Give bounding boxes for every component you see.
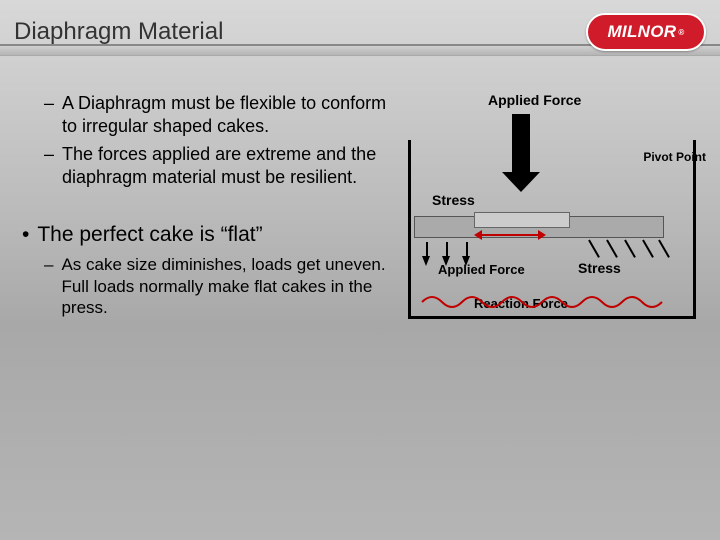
label-pivot-point: Pivot Point	[643, 150, 706, 164]
down-arrowhead-icon	[462, 256, 470, 266]
label-applied-force-top: Applied Force	[488, 92, 581, 108]
stress-arrow-icon	[606, 240, 618, 258]
bullet-flexible: A Diaphragm must be flexible to conform …	[18, 92, 388, 137]
content-area: A Diaphragm must be flexible to conform …	[0, 64, 720, 382]
label-applied-force-bottom: Applied Force	[438, 262, 525, 277]
label-stress-left: Stress	[432, 192, 475, 208]
down-arrowhead-icon	[442, 256, 450, 266]
stress-arrow-icon	[658, 240, 670, 258]
reaction-force-line-icon	[420, 290, 670, 312]
slide-title: Diaphragm Material	[14, 18, 586, 46]
bullet-loads: As cake size diminishes, loads get uneve…	[18, 254, 388, 318]
slide-header: Diaphragm Material MILNOR®	[0, 0, 720, 64]
fulcrum-block	[474, 212, 570, 228]
force-diagram: Applied Force Pivot Point Stress Fulcrum…	[388, 92, 698, 372]
sub-bullet-list-1: A Diaphragm must be flexible to conform …	[18, 92, 388, 188]
applied-force-arrow-icon	[508, 114, 534, 190]
milnor-logo: MILNOR®	[586, 13, 706, 51]
stress-arrow-icon	[642, 240, 654, 258]
press-base	[408, 316, 696, 319]
bullet-resilient: The forces applied are extreme and the d…	[18, 143, 388, 188]
bullet-flat-cake: The perfect cake is “flat”	[18, 222, 388, 248]
fulcrum-arrow-icon	[482, 234, 538, 236]
press-wall-right	[693, 140, 696, 318]
press-wall-left	[408, 140, 411, 318]
text-column: A Diaphragm must be flexible to conform …	[18, 92, 388, 372]
label-stress-right: Stress	[578, 260, 621, 276]
down-arrowhead-icon	[422, 256, 430, 266]
stress-arrow-icon	[624, 240, 636, 258]
stress-arrow-icon	[588, 240, 600, 258]
